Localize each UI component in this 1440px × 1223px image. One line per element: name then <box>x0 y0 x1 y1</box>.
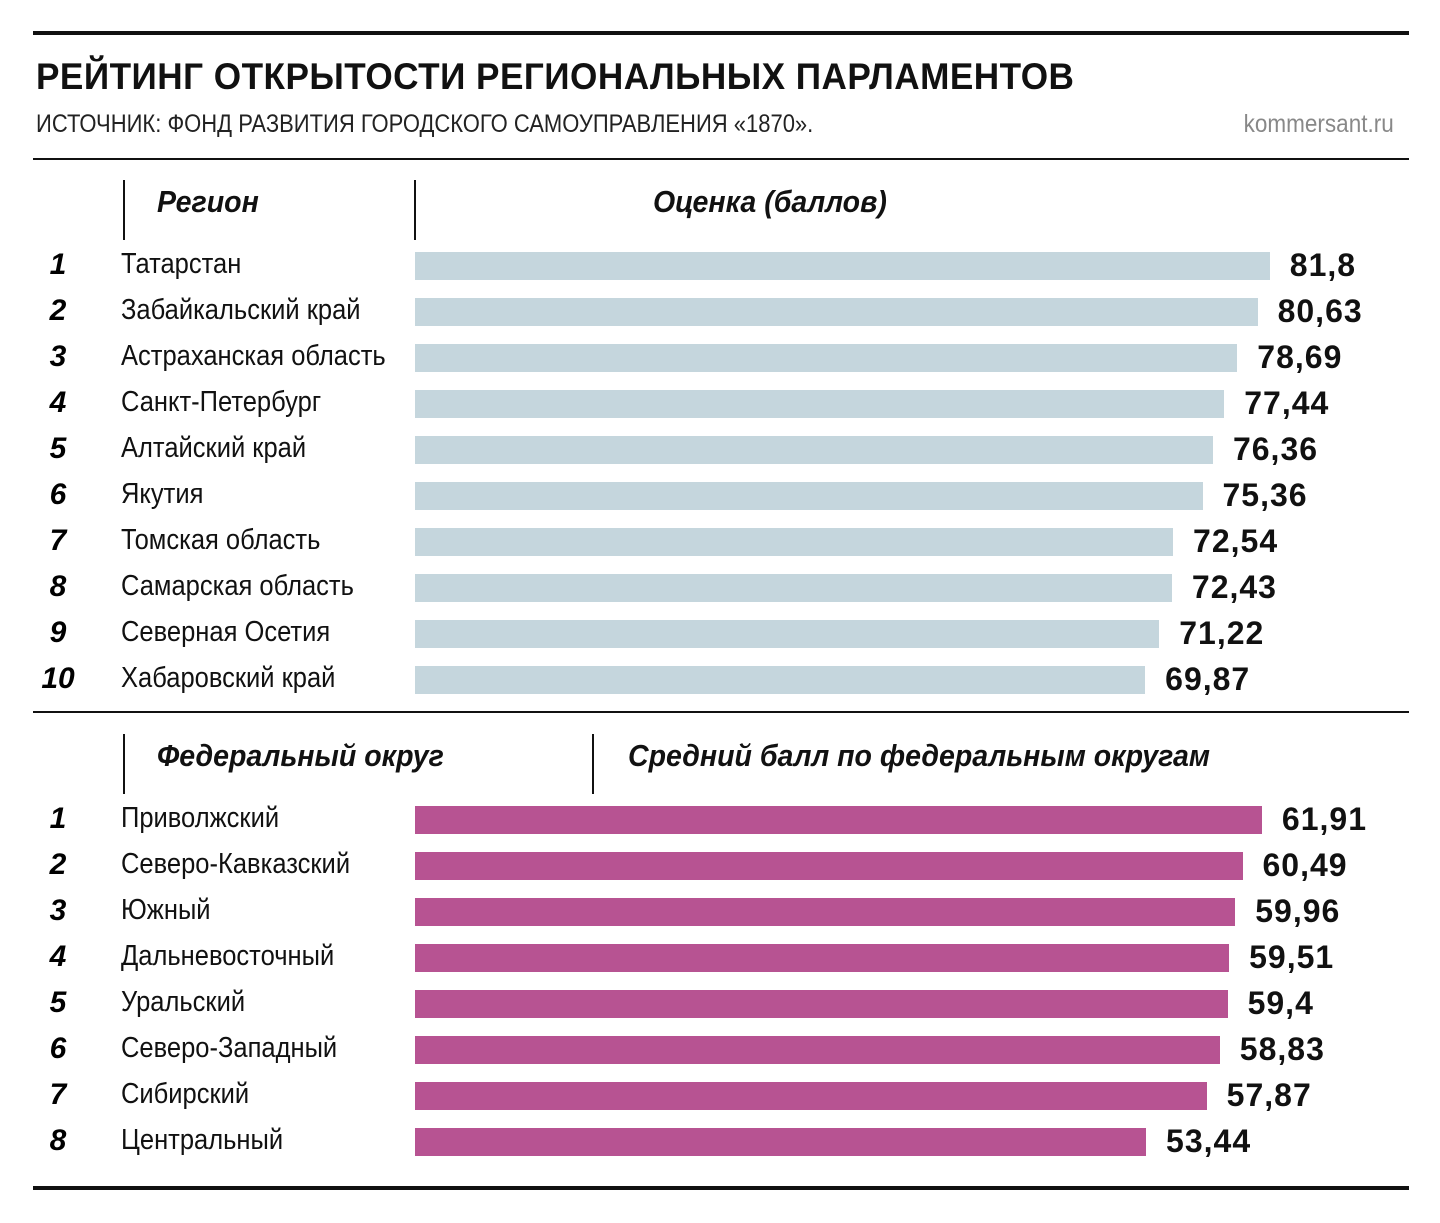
score-header: Оценка (баллов) <box>653 184 887 219</box>
rank-label: 9 <box>49 616 67 649</box>
value-label: 80,63 <box>1277 293 1363 329</box>
rank-label: 1 <box>49 802 67 835</box>
rank-label: 2 <box>49 294 67 327</box>
rank-label: 4 <box>49 940 67 973</box>
rank-label: 7 <box>49 1078 67 1111</box>
category-label: Забайкальский край <box>121 294 361 326</box>
value-label: 57,87 <box>1226 1077 1312 1113</box>
bar <box>415 898 1236 926</box>
value-label: 69,87 <box>1165 661 1251 697</box>
value-label: 77,44 <box>1244 385 1330 421</box>
column-divider <box>123 734 125 794</box>
value-label: 53,44 <box>1166 1123 1252 1159</box>
value-label: 58,83 <box>1239 1031 1325 1067</box>
category-label: Астраханская область <box>121 340 386 372</box>
rank-label: 6 <box>49 1032 67 1065</box>
value-label: 59,96 <box>1255 893 1341 929</box>
bar <box>415 390 1225 418</box>
rank-label: 3 <box>49 894 67 927</box>
value-label: 81,8 <box>1289 247 1357 283</box>
value-label: 75,36 <box>1222 477 1308 513</box>
district-header: Федеральный округ <box>157 738 444 773</box>
bar <box>415 666 1146 694</box>
value-label: 76,36 <box>1232 431 1319 467</box>
column-divider <box>592 734 594 794</box>
category-label: Татарстан <box>121 248 242 280</box>
rank-label: 4 <box>49 386 67 419</box>
bar <box>415 620 1160 648</box>
bar <box>415 852 1243 880</box>
category-label: Уральский <box>121 986 246 1018</box>
category-label: Хабаровский край <box>121 662 336 694</box>
category-label: Центральный <box>121 1124 284 1156</box>
rank-label: 6 <box>49 478 67 511</box>
category-label: Томская область <box>121 524 321 556</box>
bar <box>415 1128 1147 1156</box>
category-label: Дальневосточный <box>121 940 335 972</box>
column-divider <box>414 180 416 240</box>
value-label: 59,51 <box>1249 939 1335 975</box>
top-rule <box>33 31 1409 35</box>
category-label: Сибирский <box>121 1078 250 1110</box>
value-label: 78,69 <box>1257 339 1343 375</box>
rank-label: 8 <box>49 1124 67 1157</box>
rank-label: 7 <box>49 524 67 557</box>
bar <box>415 436 1213 464</box>
bar <box>415 574 1172 602</box>
value-label: 72,54 <box>1193 523 1279 559</box>
value-label: 59,4 <box>1247 985 1314 1021</box>
bar <box>415 1036 1220 1064</box>
value-label: 61,91 <box>1281 801 1367 837</box>
bar <box>415 528 1174 556</box>
category-label: Приволжский <box>121 802 280 834</box>
rank-label: 5 <box>49 986 67 1019</box>
rank-label: 1 <box>49 248 67 281</box>
region-header: Регион <box>157 184 259 219</box>
source-note: ИСТОЧНИК: ФОНД РАЗВИТИЯ ГОРОДСКОГО САМОУ… <box>36 110 814 138</box>
rank-label: 8 <box>49 570 67 603</box>
rank-label: 10 <box>41 662 75 695</box>
category-label: Якутия <box>121 478 204 510</box>
category-label: Алтайский край <box>121 432 307 464</box>
column-divider <box>123 180 125 240</box>
bar <box>415 298 1258 326</box>
bottom-rule <box>33 1186 1409 1190</box>
category-label: Самарская область <box>121 570 354 602</box>
bar <box>415 806 1262 834</box>
bar <box>415 344 1238 372</box>
value-label: 72,43 <box>1191 569 1277 605</box>
divider <box>33 711 1409 713</box>
rank-label: 3 <box>49 340 67 373</box>
rank-label: 2 <box>49 848 67 881</box>
divider <box>33 158 1409 160</box>
category-label: Санкт-Петербург <box>121 386 322 418</box>
bar <box>415 482 1203 510</box>
category-label: Южный <box>121 894 211 926</box>
category-label: Северо-Кавказский <box>121 848 351 880</box>
rank-label: 5 <box>49 432 67 465</box>
value-label: 71,22 <box>1179 615 1265 651</box>
bar <box>415 990 1228 1018</box>
value-label: 60,49 <box>1262 847 1348 883</box>
bar <box>415 944 1230 972</box>
category-label: Северо-Западный <box>121 1032 338 1064</box>
category-label: Северная Осетия <box>121 616 331 648</box>
bar <box>415 252 1270 280</box>
chart-title: РЕЙТИНГ ОТКРЫТОСТИ РЕГИОНАЛЬНЫХ ПАРЛАМЕН… <box>36 56 1075 97</box>
bar <box>415 1082 1207 1110</box>
avg-score-header: Средний балл по федеральным округам <box>628 738 1210 773</box>
credit: kommersant.ru <box>1243 110 1394 138</box>
